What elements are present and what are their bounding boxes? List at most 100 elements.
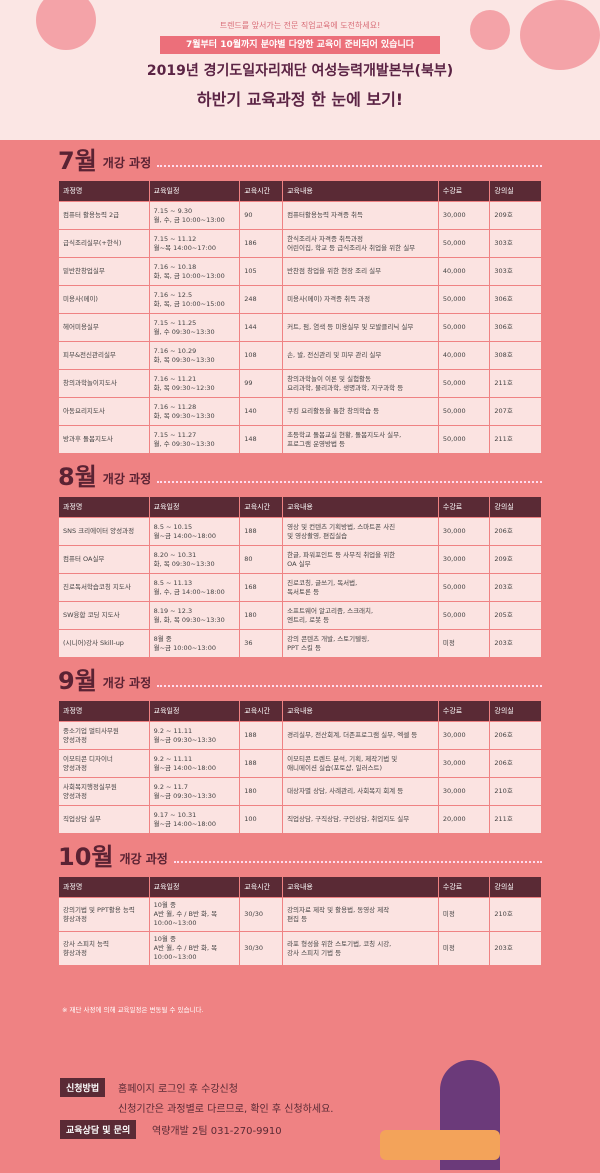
banner: 7월부터 10월까지 분야별 다양한 교육이 준비되어 있습니다	[160, 36, 440, 54]
cell: 미용사(메이)	[58, 285, 150, 314]
cell: 306호	[489, 285, 542, 314]
cell: 8.5 ~ 10.15 월~금 14:00~18:00	[148, 517, 241, 546]
cell: 쿠킹 요리활동을 통한 창의학습 등	[282, 397, 439, 426]
column-header: 교육일정	[148, 496, 241, 518]
column-header: 수강료	[437, 496, 491, 518]
cell: 컴퓨터 OA실무	[58, 545, 150, 574]
cell: 이모티콘 트렌드 분석, 기획, 제작기법 및 애니메이션 실습(포토샵, 일러…	[282, 749, 439, 778]
cell: 206호	[489, 749, 542, 778]
column-header: 교육시간	[239, 876, 284, 898]
cell: 210호	[489, 777, 542, 806]
cell: 방과후 돌봄지도사	[58, 425, 150, 454]
course-row: 헤어미용실무 7.15 ~ 11.25 월, 수 09:30~13:30 144 커트…	[58, 313, 542, 342]
column-header: 강의실	[489, 876, 542, 898]
cell: 8.19 ~ 12.3 월, 화, 목 09:30~13:30	[148, 601, 241, 630]
cell: 사회복지행정실무원 양성과정	[58, 777, 150, 806]
cell: 108	[239, 341, 284, 370]
cell: 급식조리실무(+한식)	[58, 229, 150, 258]
cell: 미용사(메이) 자격증 취득 과정	[282, 285, 439, 314]
cell: 직업상담, 구직상담, 구인상담, 취업지도 실무	[282, 805, 439, 834]
cell: 7.16 ~ 10.29 화, 목 09:30~13:30	[148, 341, 241, 370]
cell: 영상 및 컨텐츠 기획방법, 스마트폰 사진 및 영상촬영, 편집실습	[282, 517, 439, 546]
cell: 반찬점 창업을 위한 현장 조리 실무	[282, 257, 439, 286]
course-table: 과정명 교육일정 교육시간 교육내용 수강료 강의실 SNS 크리에이터 양성과정 8.5 ~…	[58, 496, 542, 658]
column-header: 과정명	[58, 700, 150, 722]
cell: 206호	[489, 721, 542, 750]
cell: 203호	[489, 573, 542, 602]
cell: 10월 중 A반 월, 수 / B반 화, 목 10:00~13:00	[148, 897, 241, 932]
cell: 206호	[489, 517, 542, 546]
section-label: 개강 과정	[102, 156, 152, 170]
course-row: SW융합 코딩 지도사 8.19 ~ 12.3 월, 화, 목 09:30~13:…	[58, 601, 542, 630]
cell: 148	[239, 425, 284, 454]
apply-label: 신청방법	[60, 1078, 106, 1097]
section-title: 10월 개강 과정	[58, 844, 542, 870]
dots	[157, 685, 542, 687]
cell: 7.16 ~ 10.18 화, 목, 금 10:00~13:00	[148, 257, 241, 286]
course-table: 과정명 교육일정 교육시간 교육내용 수강료 강의실 강의기법 및 PPT활용 능력 향상과…	[58, 876, 542, 966]
decor-laptop	[380, 1130, 500, 1160]
course-row: 컴퓨터 OA실무 8.20 ~ 10.31 화, 목 09:30~13:30 80 한…	[58, 545, 542, 574]
cell: 30/30	[239, 931, 284, 966]
cell: 90	[239, 201, 284, 230]
header-row: 과정명 교육일정 교육시간 교육내용 수강료 강의실	[58, 496, 542, 518]
column-header: 교육내용	[282, 496, 439, 518]
cell: 50,000	[437, 573, 491, 602]
cell: 8월 중 월~금 10:00~13:00	[148, 629, 241, 658]
cell: SNS 크리에이터 양성과정	[58, 517, 150, 546]
cell: 라포 형성을 위한 스토기법, 코칭 시강, 강사 스피치 기법 등	[282, 931, 439, 966]
column-header: 교육시간	[239, 496, 284, 518]
cell: 9.17 ~ 10.31 월~금 14:00~18:00	[148, 805, 241, 834]
section-title: 8월 개강 과정	[58, 464, 542, 490]
cell: 미정	[437, 629, 491, 658]
column-header: 교육내용	[282, 700, 439, 722]
cell: 7.16 ~ 12.5 화, 목, 금 10:00~15:00	[148, 285, 241, 314]
column-header: 강의실	[489, 700, 542, 722]
cell: 강의 콘텐츠 개발, 스토기텔링, PPT 스킬 등	[282, 629, 439, 658]
course-row: 미용사(메이) 7.16 ~ 12.5 화, 목, 금 10:00~15:00 24…	[58, 285, 542, 314]
cell: 203호	[489, 931, 542, 966]
contact-text: 역량개발 2팀 031-270-9910	[152, 1126, 282, 1137]
cell: 140	[239, 397, 284, 426]
dots	[157, 481, 542, 483]
course-row: 이모티콘 디자이너 양성과정 9.2 ~ 11.11 월~금 14:00~18:0…	[58, 749, 542, 778]
month: 9월	[58, 667, 97, 695]
cell: 211호	[489, 369, 542, 398]
course-table: 과정명 교육일정 교육시간 교육내용 수강료 강의실 중소기업 멀티사무원 양성과정 9.2 …	[58, 700, 542, 834]
cell: 7.15 ~ 11.25 월, 수 09:30~13:30	[148, 313, 241, 342]
cell: 30/30	[239, 897, 284, 932]
cell: 186	[239, 229, 284, 258]
course-row: 피부&전신관리실무 7.16 ~ 10.29 화, 목 09:30~13:30 10…	[58, 341, 542, 370]
subtitle: 하반기 교육과정 한 눈에 보기!	[196, 90, 404, 109]
cell: 40,000	[437, 341, 491, 370]
cell: 8.5 ~ 11.13 월, 수, 금 14:00~18:00	[148, 573, 241, 602]
cell: 강사 스피치 능력 향상과정	[58, 931, 150, 966]
header-row: 과정명 교육일정 교육시간 교육내용 수강료 강의실	[58, 700, 542, 722]
section-label: 개강 과정	[119, 852, 168, 866]
cell: 10월 중 A반 월, 수 / B반 화, 목 10:00~13:00	[148, 931, 241, 966]
cell: 50,000	[437, 397, 491, 426]
column-header: 수강료	[437, 180, 491, 202]
cell: 308호	[489, 341, 542, 370]
cell: 100	[239, 805, 284, 834]
cell: 헤어미용실무	[58, 313, 150, 342]
cell: 한식조리사 자격증 취득과정 어린이집, 학교 등 급식조리사 취업을 위한 실…	[282, 229, 439, 258]
cell: 50,000	[437, 229, 491, 258]
cell: 207호	[489, 397, 542, 426]
cell: 중소기업 멀티사무원 양성과정	[58, 721, 150, 750]
cell: 한글, 파워포인트 등 사무직 취업을 위한 OA 실무	[282, 545, 439, 574]
column-header: 교육일정	[148, 180, 241, 202]
apply-text: 홈페이지 로그인 후 수강신청	[118, 1084, 238, 1095]
course-row: 창의과학놀이지도사 7.16 ~ 11.21 화, 목 09:30~12:30 99…	[58, 369, 542, 398]
cell: 컴퓨터 활용능력 2급	[58, 201, 150, 230]
course-row: 방과후 돌봄지도사 7.15 ~ 11.27 월, 수 09:30~13:30 14…	[58, 425, 542, 454]
cell: 99	[239, 369, 284, 398]
section-title: 9월 개강 과정	[58, 668, 542, 694]
cell: 209호	[489, 201, 542, 230]
sections: 7월 개강 과정 과정명 교육일정 교육시간 교육내용 수강료 강의실 컴퓨터 활용능력 2급 7…	[58, 148, 542, 976]
cell: 30,000	[437, 749, 491, 778]
note: ※ 재단 사정에 의해 교육일정은 변동될 수 있습니다.	[62, 1006, 204, 1014]
course-row: 밑반찬창업실무 7.16 ~ 10.18 화, 목, 금 10:00~13:00 1…	[58, 257, 542, 286]
